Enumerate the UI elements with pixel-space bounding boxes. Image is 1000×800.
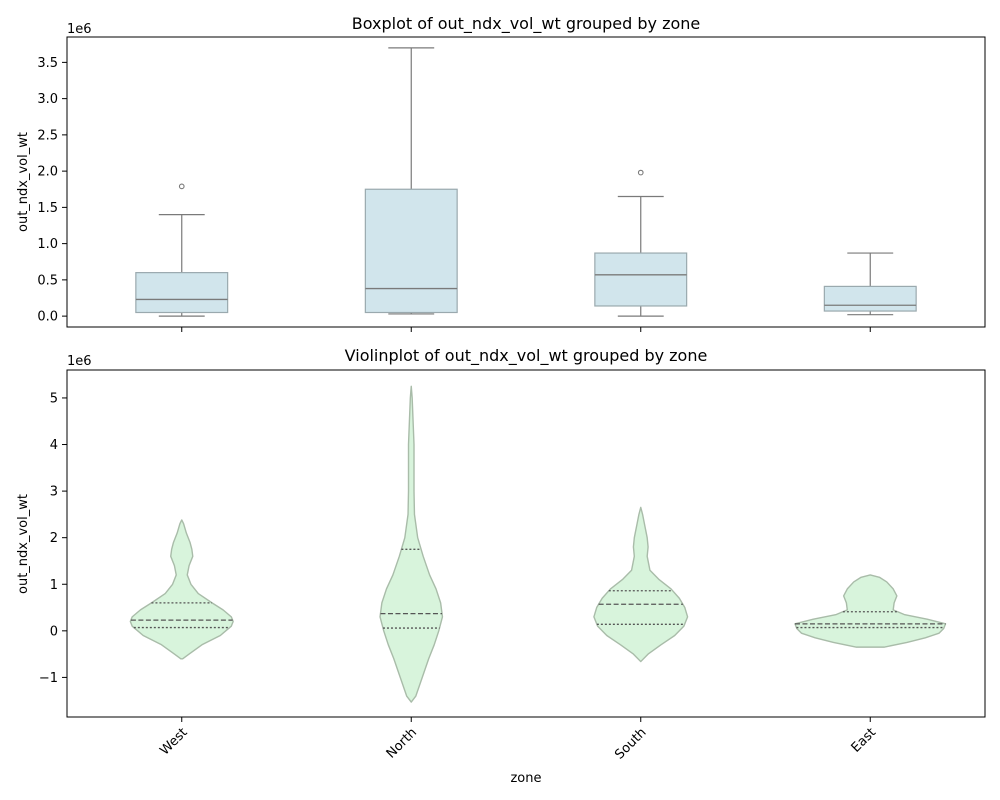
boxplot-y-tick-label: 1.0: [37, 237, 58, 252]
violinplot-scale-label: 1e6: [67, 354, 92, 369]
boxplot-marks: [135, 47, 917, 317]
x-tick-label-west: West: [157, 725, 190, 758]
violinplot-marks: [129, 385, 947, 703]
violinplot-frame: [66, 369, 986, 718]
boxplot-frame: [66, 36, 986, 328]
boxplot-scale-label: 1e6: [67, 22, 92, 37]
violin-south: [593, 506, 689, 663]
boxplot-y-ticks: 0.0 0.5 1.0 1.5 2.0 2.5 3.0 3.5: [37, 56, 67, 325]
box-north: [364, 188, 458, 314]
violin-east: [794, 574, 947, 648]
boxplot-title: Boxplot of out_ndx_vol_wt grouped by zon…: [352, 14, 701, 34]
violin-west: [129, 519, 234, 660]
violinplot-y-tick-label: 3: [50, 485, 58, 500]
outlier-south: [637, 169, 644, 176]
violinplot-y-tick-label: 4: [50, 438, 58, 453]
boxplot-x-ticks: [181, 327, 871, 332]
boxplot-y-tick-label: 1.5: [37, 201, 58, 216]
violinplot-y-tick-label: 0: [50, 624, 58, 639]
violinplot-y-tick-label: 2: [50, 531, 58, 546]
x-tick-label-north: North: [384, 725, 420, 761]
box-east: [823, 285, 917, 312]
boxplot-panel: Boxplot of out_ndx_vol_wt grouped by zon…: [16, 14, 986, 332]
boxplot-y-tick-label: 3.0: [37, 92, 58, 107]
boxplot-y-tick-label: 0.5: [37, 273, 58, 288]
violinplot-x-axis-label: zone: [510, 771, 541, 786]
boxplot-y-tick-label: 3.5: [37, 56, 58, 71]
violinplot-y-tick-label: 5: [50, 391, 58, 406]
box-south: [594, 252, 688, 307]
box-west: [135, 272, 229, 314]
violinplot-y-axis-label: out_ndx_vol_wt: [16, 494, 31, 594]
violinplot-title: Violinplot of out_ndx_vol_wt grouped by …: [345, 346, 708, 366]
violinplot-y-ticks: −1 0 1 2 3 4 5: [39, 391, 67, 686]
x-tick-label-east: East: [849, 725, 879, 755]
x-tick-label-south: South: [612, 725, 649, 762]
boxplot-y-tick-label: 2.5: [37, 128, 58, 143]
violinplot-panel: Violinplot of out_ndx_vol_wt grouped by …: [16, 346, 986, 786]
violin-north: [379, 385, 444, 703]
violinplot-x-ticks: West North South East: [157, 717, 879, 763]
violinplot-y-tick-label: −1: [39, 671, 58, 686]
boxplot-y-axis-label: out_ndx_vol_wt: [16, 132, 31, 232]
boxplot-y-tick-label: 2.0: [37, 165, 58, 180]
outlier-west: [178, 183, 185, 190]
boxplot-y-tick-label: 0.0: [37, 310, 58, 325]
violinplot-y-tick-label: 1: [50, 578, 58, 593]
